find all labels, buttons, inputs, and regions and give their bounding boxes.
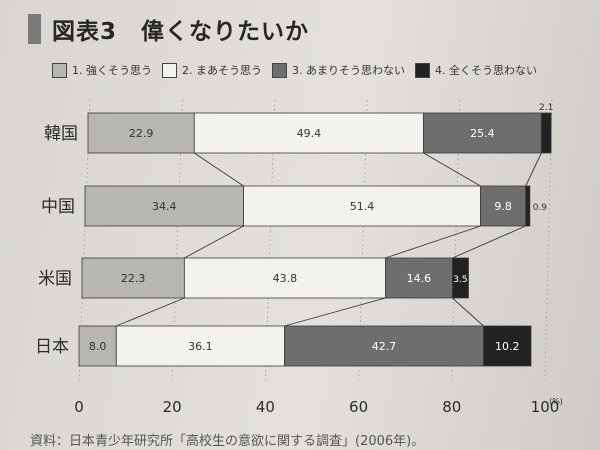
connector-line [284, 297, 386, 327]
gridline-40 [265, 99, 276, 381]
bar-segment-3 [384, 257, 453, 299]
legend-item-4: 4. 全くそう思わない [415, 62, 537, 78]
bar-segment-2 [115, 325, 285, 367]
legend-swatch-1 [52, 62, 67, 78]
legend-label-2: 2. まあそう思う [182, 64, 262, 77]
data-label: 36.1 [188, 340, 213, 353]
source-note: 資料：日本青少年研究所「高校生の意欲に関する調査」(2006年)。 [30, 434, 425, 449]
legend-label-4: 4. 全くそう思わない [435, 64, 537, 77]
category-label: 米国 [38, 269, 72, 289]
legend-item-1: 1. 強くそう思う [52, 62, 152, 78]
data-label: 22.3 [121, 272, 146, 285]
legend-label-1: 1. 強くそう思う [72, 64, 152, 77]
bar-segment-4 [525, 185, 531, 227]
legend-item-2: 2. まあそう思う [162, 62, 262, 78]
gridline-20 [171, 99, 183, 381]
data-label: 2.1 [539, 103, 553, 113]
connector-line [423, 152, 481, 187]
bar-segment-4 [540, 112, 552, 154]
connector-line [184, 225, 244, 259]
gridline-80 [451, 99, 460, 381]
data-label: 34.4 [152, 200, 177, 213]
axis-unit-label: (%) [549, 397, 563, 406]
connector-line [385, 225, 481, 259]
legend-swatch-4 [415, 62, 430, 78]
data-label: 0.9 [533, 203, 548, 213]
bar-segment-1 [81, 257, 185, 299]
data-label: 51.4 [350, 200, 375, 213]
connector-line [452, 225, 526, 259]
title-accent-bar [28, 14, 41, 44]
x-tick-label: 20 [163, 398, 182, 416]
x-tick-label: 60 [349, 398, 368, 416]
title-text: 偉くなりたいか [141, 19, 310, 45]
category-label: 韓国 [44, 124, 78, 144]
bar-segment-4 [483, 325, 532, 367]
data-label: 9.8 [494, 200, 512, 213]
x-tick-label: 100 [531, 398, 560, 416]
bar-segment-2 [183, 257, 386, 299]
gridline-100 [544, 99, 553, 381]
data-label: 14.6 [407, 272, 432, 285]
bar-segment-3 [480, 185, 527, 227]
x-tick-label: 80 [442, 398, 461, 416]
chart-title: 図表3 偉くなりたいか [52, 12, 309, 46]
legend-item-3: 3. あまりそう思わない [272, 62, 405, 78]
bar-segment-1 [87, 112, 195, 154]
data-label: 49.4 [297, 127, 322, 140]
bar-segment-3 [423, 112, 542, 154]
data-label: 3.5 [453, 275, 467, 285]
data-label: 43.8 [273, 272, 298, 285]
data-label: 8.0 [89, 340, 107, 353]
bar-segment-2 [193, 112, 424, 154]
bar-segment-1 [78, 325, 117, 367]
gridline-0 [78, 99, 91, 381]
title-prefix: 図表3 [52, 19, 118, 45]
data-label: 25.4 [470, 127, 495, 140]
data-label: 22.9 [129, 127, 154, 140]
x-tick-label: 0 [74, 398, 84, 416]
legend-label-3: 3. あまりそう思わない [292, 64, 405, 77]
data-label: 10.2 [495, 340, 520, 353]
category-label: 中国 [41, 197, 75, 217]
connector-line [525, 152, 542, 187]
bar-segment-4 [452, 257, 469, 299]
x-tick-label: 40 [256, 398, 275, 416]
chart-legend: 1. 強くそう思う 2. まあそう思う 3. あまりそう思わない 4. 全くそう… [52, 62, 547, 78]
connector-line [116, 297, 185, 327]
gridline-60 [358, 99, 368, 381]
category-label: 日本 [35, 337, 69, 357]
bar-segment-2 [243, 185, 481, 227]
data-label: 42.7 [372, 340, 397, 353]
connector-line [194, 152, 244, 187]
connector-line [452, 297, 484, 327]
legend-swatch-3 [272, 62, 287, 78]
legend-swatch-2 [162, 62, 177, 78]
